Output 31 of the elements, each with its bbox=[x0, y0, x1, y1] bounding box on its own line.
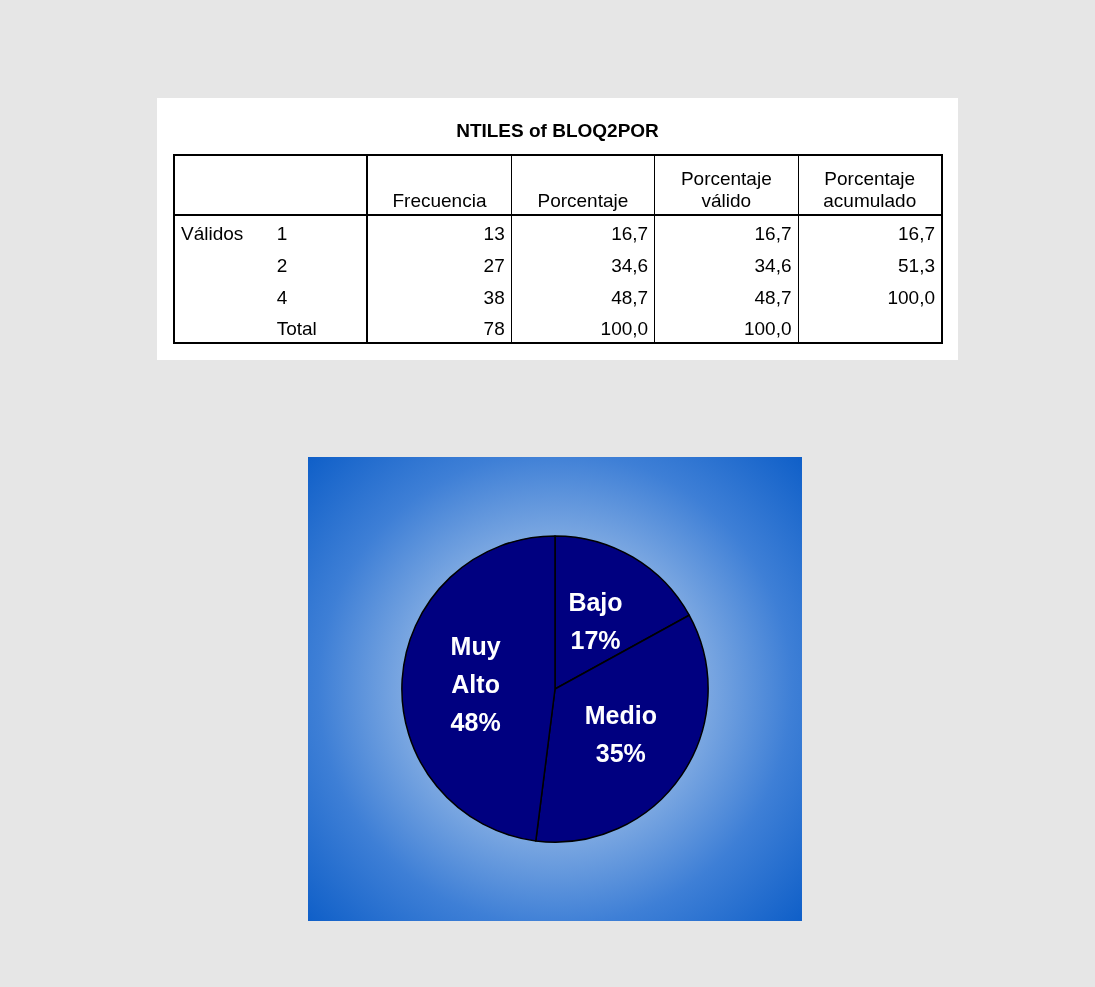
text: 51,3 bbox=[898, 255, 935, 276]
category-label: 4 bbox=[276, 287, 288, 308]
text: NTILES of BLOQ2POR bbox=[455, 120, 660, 142]
text: 13 bbox=[483, 223, 505, 244]
text: 38 bbox=[483, 287, 505, 308]
data-label: 17% bbox=[570, 625, 621, 654]
slice-label: Muy Alto bbox=[450, 632, 501, 698]
data-label: 35% bbox=[595, 738, 646, 767]
category-label: Porcentaje bbox=[511, 155, 655, 215]
text: 100,0 bbox=[743, 318, 792, 339]
category-label: Porcentaje válido bbox=[654, 155, 799, 215]
text: 16,7 bbox=[754, 223, 792, 244]
category-label: Porcentaje acumulado bbox=[822, 167, 918, 213]
text: 16,7 bbox=[611, 223, 649, 244]
text: 34,6 bbox=[754, 255, 792, 276]
data-label: 48% bbox=[450, 708, 501, 736]
text: 100,0 bbox=[887, 287, 935, 308]
category-label: Frecuencia bbox=[367, 155, 512, 215]
slice-label: Bajo bbox=[568, 587, 623, 616]
text: 100,0 bbox=[600, 318, 649, 339]
category-label: 1 bbox=[276, 223, 288, 244]
text: Válidos bbox=[180, 222, 245, 246]
text: 34,6 bbox=[611, 255, 649, 276]
text: 48,7 bbox=[611, 287, 649, 308]
category-label: Total bbox=[276, 318, 317, 339]
category-label: 2 bbox=[276, 255, 288, 276]
text: 78 bbox=[483, 318, 505, 339]
text: 16,7 bbox=[898, 223, 935, 244]
text: 27 bbox=[483, 255, 505, 276]
text: 48,7 bbox=[754, 287, 792, 308]
slice-label: Medio bbox=[584, 700, 657, 729]
